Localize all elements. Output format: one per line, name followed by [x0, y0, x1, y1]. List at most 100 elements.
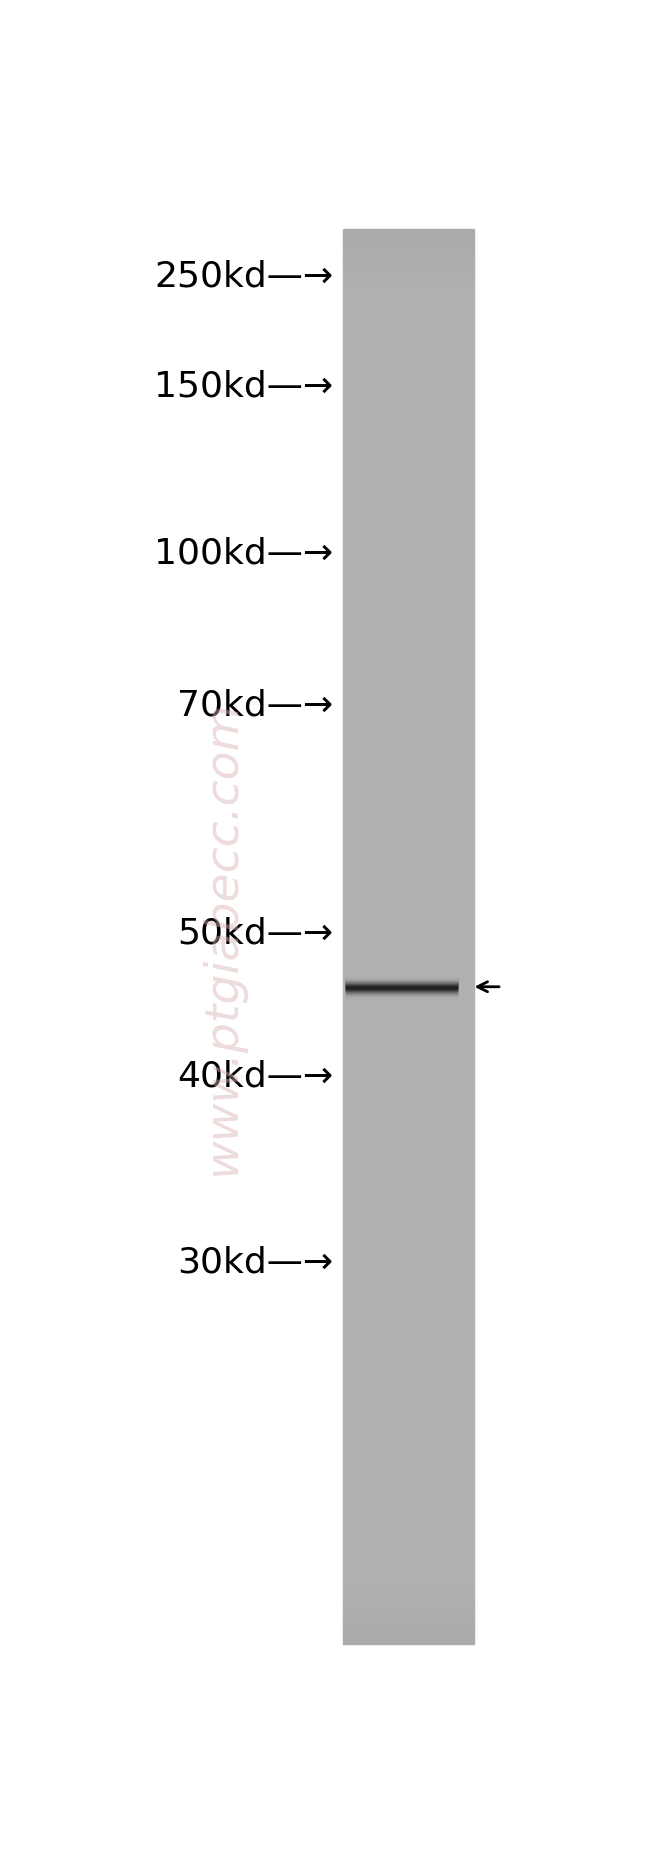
Bar — [343, 1089, 474, 1093]
Bar — [343, 395, 474, 399]
Bar — [343, 879, 474, 883]
Bar — [343, 441, 474, 445]
Bar — [343, 1324, 474, 1330]
Bar — [343, 774, 474, 777]
Bar — [343, 1124, 474, 1128]
Bar — [343, 1130, 474, 1135]
Bar — [343, 1382, 474, 1386]
Bar — [343, 848, 474, 851]
Bar — [343, 579, 474, 582]
Bar — [343, 1276, 474, 1280]
Bar — [343, 978, 474, 983]
Bar — [343, 1000, 474, 1004]
Bar — [343, 473, 474, 477]
Bar — [343, 529, 474, 534]
Bar — [343, 391, 474, 395]
Bar — [343, 1551, 474, 1556]
Bar — [343, 1187, 474, 1191]
Bar — [343, 1269, 474, 1273]
Bar — [343, 922, 474, 926]
Bar — [343, 1219, 474, 1222]
Bar — [343, 1347, 474, 1350]
Bar — [343, 1573, 474, 1577]
Text: 40kd—→: 40kd—→ — [177, 1059, 333, 1094]
Bar — [343, 735, 474, 738]
Bar — [343, 1547, 474, 1553]
Bar — [343, 903, 474, 909]
Bar — [343, 1503, 474, 1506]
Bar — [343, 1254, 474, 1258]
Bar — [343, 915, 474, 918]
Bar — [343, 1562, 474, 1566]
Bar — [343, 1067, 474, 1070]
Bar — [343, 501, 474, 505]
Bar — [343, 1554, 474, 1558]
Bar — [343, 430, 474, 434]
Bar — [343, 1094, 474, 1100]
Bar — [343, 505, 474, 508]
Bar — [343, 610, 474, 616]
Bar — [343, 1391, 474, 1397]
Bar — [343, 1452, 474, 1456]
Bar — [343, 1625, 474, 1631]
Bar — [343, 1367, 474, 1371]
Bar — [343, 1538, 474, 1542]
Bar — [343, 1282, 474, 1287]
Text: 150kd—→: 150kd—→ — [154, 369, 333, 404]
Bar — [343, 427, 474, 430]
Bar — [343, 1332, 474, 1336]
Bar — [343, 1289, 474, 1293]
Bar — [343, 1183, 474, 1187]
Bar — [343, 696, 474, 699]
Bar — [343, 649, 474, 655]
Bar — [343, 1204, 474, 1209]
Bar — [343, 1395, 474, 1401]
Bar — [343, 1278, 474, 1284]
Bar — [343, 1350, 474, 1354]
Bar — [343, 1375, 474, 1378]
Bar — [343, 297, 474, 301]
Bar — [343, 493, 474, 499]
Bar — [343, 243, 474, 247]
Bar — [343, 953, 474, 957]
Bar — [343, 416, 474, 421]
Bar — [343, 1577, 474, 1580]
Bar — [343, 902, 474, 905]
Bar — [343, 851, 474, 855]
Bar — [343, 1293, 474, 1297]
Bar — [343, 707, 474, 710]
Bar — [343, 798, 474, 803]
Bar — [343, 1208, 474, 1213]
Bar — [343, 1601, 474, 1605]
Bar — [343, 497, 474, 503]
Bar — [343, 824, 474, 827]
Bar — [343, 965, 474, 968]
Bar — [343, 755, 474, 761]
Bar — [343, 1508, 474, 1514]
Bar — [343, 668, 474, 672]
Bar — [343, 1017, 474, 1022]
Bar — [343, 1145, 474, 1148]
Bar — [343, 1339, 474, 1343]
Bar — [343, 1028, 474, 1031]
Bar — [343, 1054, 474, 1057]
Bar — [343, 1434, 474, 1439]
Bar — [343, 820, 474, 824]
Bar — [343, 790, 474, 796]
Bar — [343, 710, 474, 714]
Bar — [343, 766, 474, 770]
Bar — [343, 1343, 474, 1347]
Bar — [343, 618, 474, 621]
Text: 250kd—→: 250kd—→ — [154, 260, 333, 293]
Bar — [343, 544, 474, 547]
Bar — [343, 840, 474, 844]
Bar — [343, 1317, 474, 1323]
Bar — [343, 1597, 474, 1601]
Bar — [343, 989, 474, 992]
Bar — [343, 933, 474, 937]
Bar — [343, 833, 474, 838]
Bar — [343, 1582, 474, 1588]
Bar — [343, 453, 474, 456]
Bar — [343, 536, 474, 542]
Bar — [343, 642, 474, 647]
